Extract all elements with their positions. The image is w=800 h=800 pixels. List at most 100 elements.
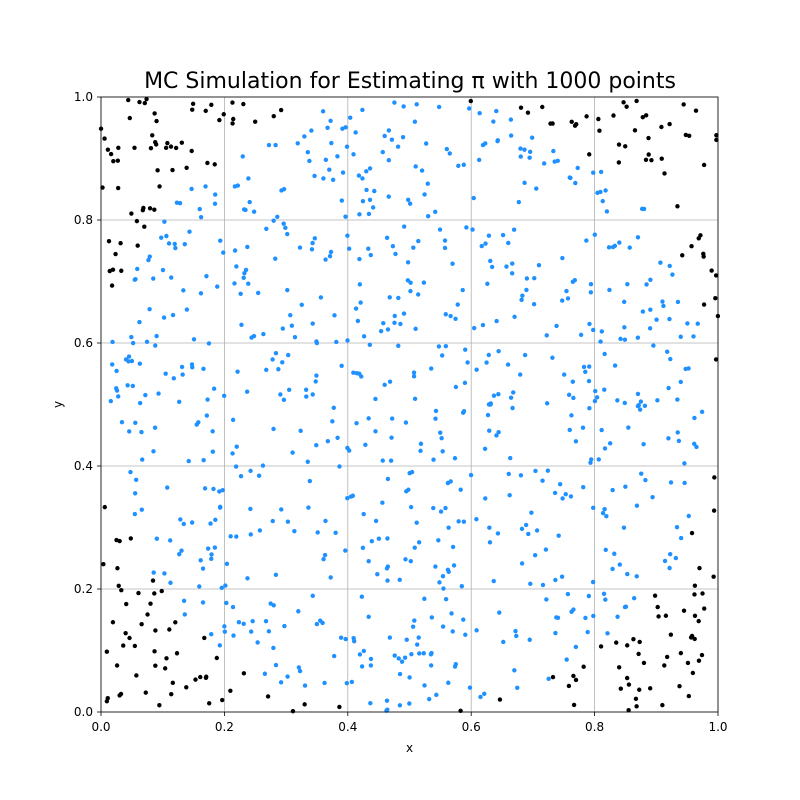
point-inside bbox=[660, 299, 665, 304]
point-inside bbox=[198, 558, 203, 563]
point-inside bbox=[464, 225, 469, 230]
point-outside bbox=[655, 604, 660, 610]
point-inside bbox=[152, 425, 158, 430]
point-inside bbox=[568, 494, 574, 499]
point-outside bbox=[100, 185, 105, 190]
point-outside bbox=[659, 156, 664, 161]
y-tick-label: 0.0 bbox=[74, 705, 93, 719]
point-inside bbox=[506, 240, 511, 246]
point-inside bbox=[453, 384, 459, 390]
point-inside bbox=[438, 430, 443, 435]
point-inside bbox=[392, 313, 397, 319]
point-inside bbox=[486, 352, 491, 358]
point-inside bbox=[622, 400, 627, 406]
point-inside bbox=[495, 138, 500, 144]
point-inside bbox=[496, 391, 501, 397]
point-outside bbox=[121, 643, 126, 648]
point-outside bbox=[709, 268, 714, 273]
point-outside bbox=[660, 702, 665, 708]
point-inside bbox=[623, 484, 628, 489]
point-inside bbox=[367, 197, 373, 203]
point-inside bbox=[235, 369, 240, 374]
point-inside bbox=[621, 299, 627, 305]
point-inside bbox=[305, 149, 311, 155]
point-inside bbox=[461, 162, 466, 167]
point-inside bbox=[261, 331, 266, 337]
point-outside bbox=[573, 677, 579, 683]
point-inside bbox=[509, 271, 515, 276]
point-inside bbox=[440, 573, 446, 579]
x-axis-label: x bbox=[406, 741, 413, 755]
point-outside bbox=[640, 114, 645, 120]
point-inside bbox=[691, 334, 696, 339]
point-inside bbox=[280, 326, 286, 331]
point-inside bbox=[357, 282, 363, 287]
point-inside bbox=[234, 534, 239, 539]
point-inside bbox=[331, 405, 336, 411]
point-inside bbox=[419, 168, 425, 173]
point-inside bbox=[234, 264, 239, 269]
point-inside bbox=[355, 318, 361, 324]
point-inside bbox=[467, 106, 472, 111]
point-inside bbox=[266, 142, 272, 148]
point-inside bbox=[496, 429, 501, 435]
point-outside bbox=[712, 475, 717, 480]
point-inside bbox=[545, 468, 551, 473]
point-inside bbox=[412, 545, 417, 550]
point-outside bbox=[675, 204, 680, 209]
point-inside bbox=[201, 366, 206, 372]
point-inside bbox=[607, 287, 612, 293]
point-inside bbox=[479, 243, 484, 249]
point-outside bbox=[697, 565, 702, 571]
point-inside bbox=[527, 155, 532, 160]
point-inside bbox=[233, 464, 239, 469]
point-inside bbox=[205, 397, 210, 402]
point-outside bbox=[231, 116, 236, 122]
point-inside bbox=[588, 460, 593, 465]
point-outside bbox=[525, 110, 531, 115]
point-inside bbox=[511, 390, 516, 395]
point-inside bbox=[198, 214, 204, 220]
point-inside bbox=[495, 531, 501, 536]
point-inside bbox=[622, 337, 628, 342]
point-inside bbox=[359, 594, 365, 599]
point-inside bbox=[478, 694, 483, 700]
point-outside bbox=[621, 100, 626, 105]
point-outside bbox=[101, 562, 106, 567]
point-outside bbox=[136, 590, 141, 596]
point-inside bbox=[565, 591, 571, 597]
point-inside bbox=[425, 213, 431, 219]
point-outside bbox=[659, 124, 664, 130]
point-outside bbox=[157, 703, 162, 708]
point-inside bbox=[641, 206, 647, 212]
point-inside bbox=[137, 400, 143, 406]
point-inside bbox=[404, 637, 409, 642]
point-outside bbox=[116, 583, 121, 588]
point-outside bbox=[142, 224, 147, 229]
point-inside bbox=[497, 610, 502, 615]
point-inside bbox=[387, 295, 392, 300]
point-inside bbox=[367, 166, 373, 171]
point-inside bbox=[644, 282, 649, 287]
point-inside bbox=[309, 247, 315, 252]
point-inside bbox=[450, 544, 456, 550]
point-inside bbox=[232, 248, 238, 253]
point-inside bbox=[325, 125, 330, 130]
point-inside bbox=[467, 685, 473, 690]
point-inside bbox=[127, 429, 132, 434]
point-inside bbox=[276, 367, 281, 372]
point-inside bbox=[408, 558, 413, 564]
point-inside bbox=[560, 298, 565, 303]
point-inside bbox=[224, 600, 229, 606]
point-inside bbox=[591, 170, 596, 175]
point-outside bbox=[677, 684, 682, 689]
point-inside bbox=[607, 441, 613, 446]
point-inside bbox=[263, 619, 269, 624]
point-inside bbox=[402, 655, 408, 660]
point-inside bbox=[373, 518, 379, 524]
point-inside bbox=[140, 457, 145, 462]
point-outside bbox=[252, 119, 258, 124]
point-outside bbox=[690, 670, 696, 676]
point-inside bbox=[571, 607, 576, 612]
point-inside bbox=[191, 337, 197, 342]
